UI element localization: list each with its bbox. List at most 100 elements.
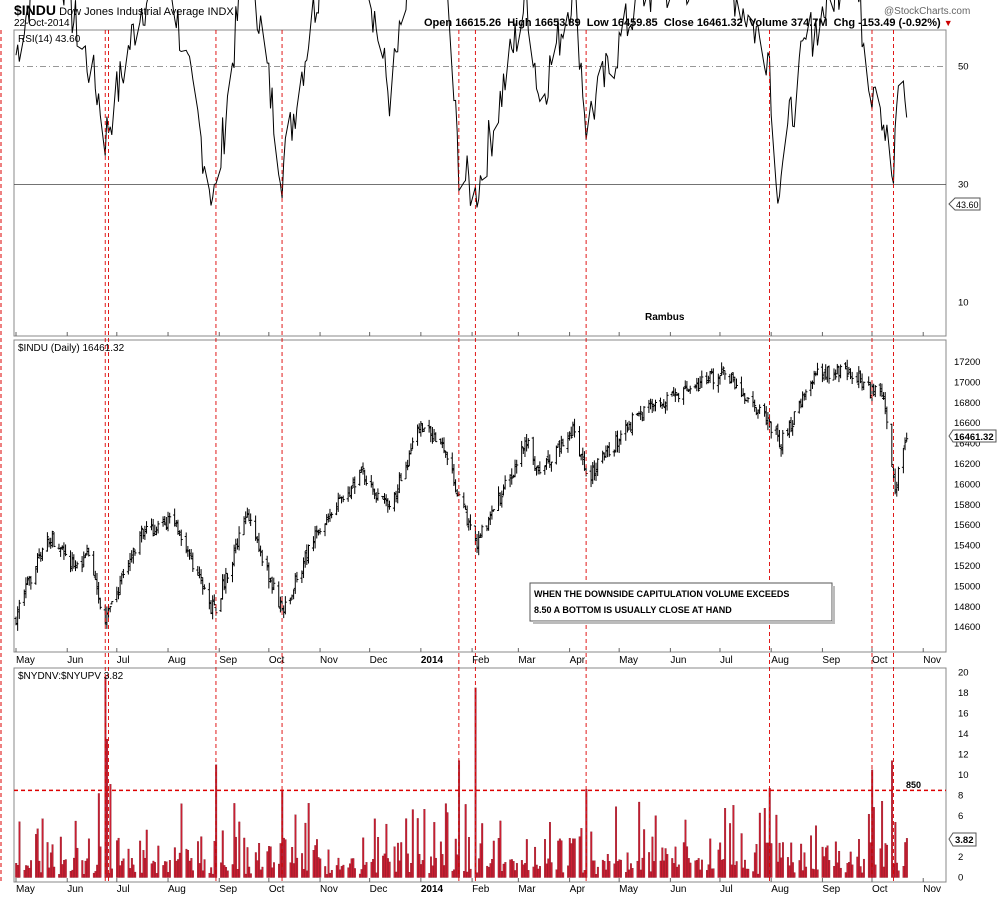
- price-bar: [189, 548, 193, 560]
- ratio-bar: [395, 871, 398, 878]
- svg-text:16461.32: 16461.32: [954, 432, 994, 443]
- ratio-bar: [439, 841, 442, 878]
- price-bar: [844, 362, 848, 370]
- ratio-bar: [223, 865, 226, 878]
- ratio-tick-label: 0: [958, 873, 963, 884]
- price-bar: [850, 371, 854, 385]
- ratio-bar: [26, 865, 29, 878]
- ratio-bar: [801, 870, 804, 878]
- ratio-bar: [596, 866, 599, 878]
- month-label: Jul: [720, 655, 733, 666]
- ratio-bar: [420, 864, 423, 878]
- price-bar: [751, 391, 755, 408]
- ratio-bar: [358, 873, 361, 878]
- ratio-bar: [235, 836, 237, 878]
- month-label: Oct: [872, 655, 888, 666]
- ratio-bar: [659, 860, 662, 878]
- price-bar: [763, 403, 767, 417]
- ratio-bar: [560, 840, 563, 878]
- rsi-tick-label: 10: [958, 298, 969, 309]
- price-bar: [202, 584, 206, 590]
- ratio-bar: [451, 870, 454, 878]
- price-bar: [143, 525, 147, 540]
- ratio-bar: [790, 842, 793, 878]
- ratio-bar: [192, 870, 194, 878]
- ratio-bar: [284, 839, 287, 878]
- ratio-bar: [398, 860, 401, 878]
- ratio-bar: [798, 860, 801, 878]
- price-bar: [501, 484, 505, 496]
- ratio-bar: [363, 864, 366, 878]
- ratio-bar: [593, 860, 596, 878]
- price-bar: [338, 494, 342, 499]
- price-bar: [358, 469, 362, 486]
- ratio-bar: [329, 872, 332, 878]
- ratio-bar: [312, 850, 315, 878]
- security-name: Dow Jones Industrial Average: [59, 6, 205, 18]
- ratio-bar: [846, 863, 849, 878]
- ratio-bar: [719, 842, 722, 878]
- ratio-bar: [740, 833, 743, 878]
- price-bar: [306, 544, 310, 564]
- price-bar: [80, 556, 84, 573]
- ratio-bar: [61, 864, 64, 878]
- ratio-bar: [360, 869, 363, 878]
- ratio-bar: [327, 849, 330, 878]
- price-bar: [754, 407, 758, 416]
- ratio-bar: [524, 863, 527, 878]
- month-label: Dec: [370, 884, 388, 895]
- price-bar: [696, 377, 700, 392]
- ratio-bar: [722, 859, 725, 878]
- ratio-bar: [828, 860, 831, 878]
- price-bar: [625, 422, 629, 433]
- ratio-bar: [456, 854, 459, 878]
- ratio-bar: [568, 837, 571, 878]
- price-panel: [13, 339, 947, 653]
- ratio-bar: [201, 870, 204, 878]
- ratio-bar: [605, 869, 608, 878]
- ratio-bar: [672, 863, 675, 878]
- price-tick-label: 15400: [954, 541, 980, 552]
- ratio-bar: [780, 857, 783, 878]
- price-bar: [508, 474, 512, 488]
- price-bar: [862, 381, 866, 391]
- price-bar: [650, 398, 654, 414]
- rsi-annotation: Rambus: [645, 312, 685, 323]
- price-bar: [883, 392, 887, 415]
- ratio-bar: [428, 873, 431, 878]
- ratio-bar: [770, 843, 773, 878]
- ratio-bar: [699, 869, 702, 878]
- ratio-bar: [481, 823, 484, 878]
- ratio-bar: [365, 862, 368, 878]
- price-bar: [302, 557, 306, 579]
- ratio-bar: [231, 864, 234, 878]
- ratio-bar: [441, 854, 444, 878]
- ratio-bar: [884, 843, 887, 878]
- price-bar: [870, 381, 874, 402]
- ratio-bar: [165, 861, 168, 878]
- price-bar: [455, 489, 459, 497]
- ratio-bar: [583, 870, 586, 878]
- price-bar: [116, 587, 120, 600]
- ratio-bar: [410, 862, 413, 878]
- ratio-bar: [747, 868, 750, 878]
- ratio-bar: [162, 865, 165, 878]
- price-bar: [24, 577, 28, 599]
- price-bar: [619, 430, 623, 445]
- price-bar: [700, 370, 704, 388]
- ratio-bar: [572, 838, 575, 878]
- rsi-value-tag: 43.60: [948, 197, 981, 211]
- price-bar: [630, 412, 634, 436]
- ratio-bar: [408, 872, 411, 878]
- month-label: Apr: [570, 884, 586, 895]
- ratio-bar: [626, 852, 629, 878]
- price-bar: [477, 531, 481, 556]
- ratio-bar: [200, 836, 203, 878]
- price-bar: [721, 366, 725, 375]
- price-bar: [492, 509, 496, 512]
- ratio-bar: [152, 860, 155, 878]
- price-tick-label: 16600: [954, 418, 980, 429]
- rsi-tick-label: 30: [958, 180, 969, 191]
- ratio-bar: [127, 848, 130, 878]
- month-label: Nov: [923, 884, 941, 895]
